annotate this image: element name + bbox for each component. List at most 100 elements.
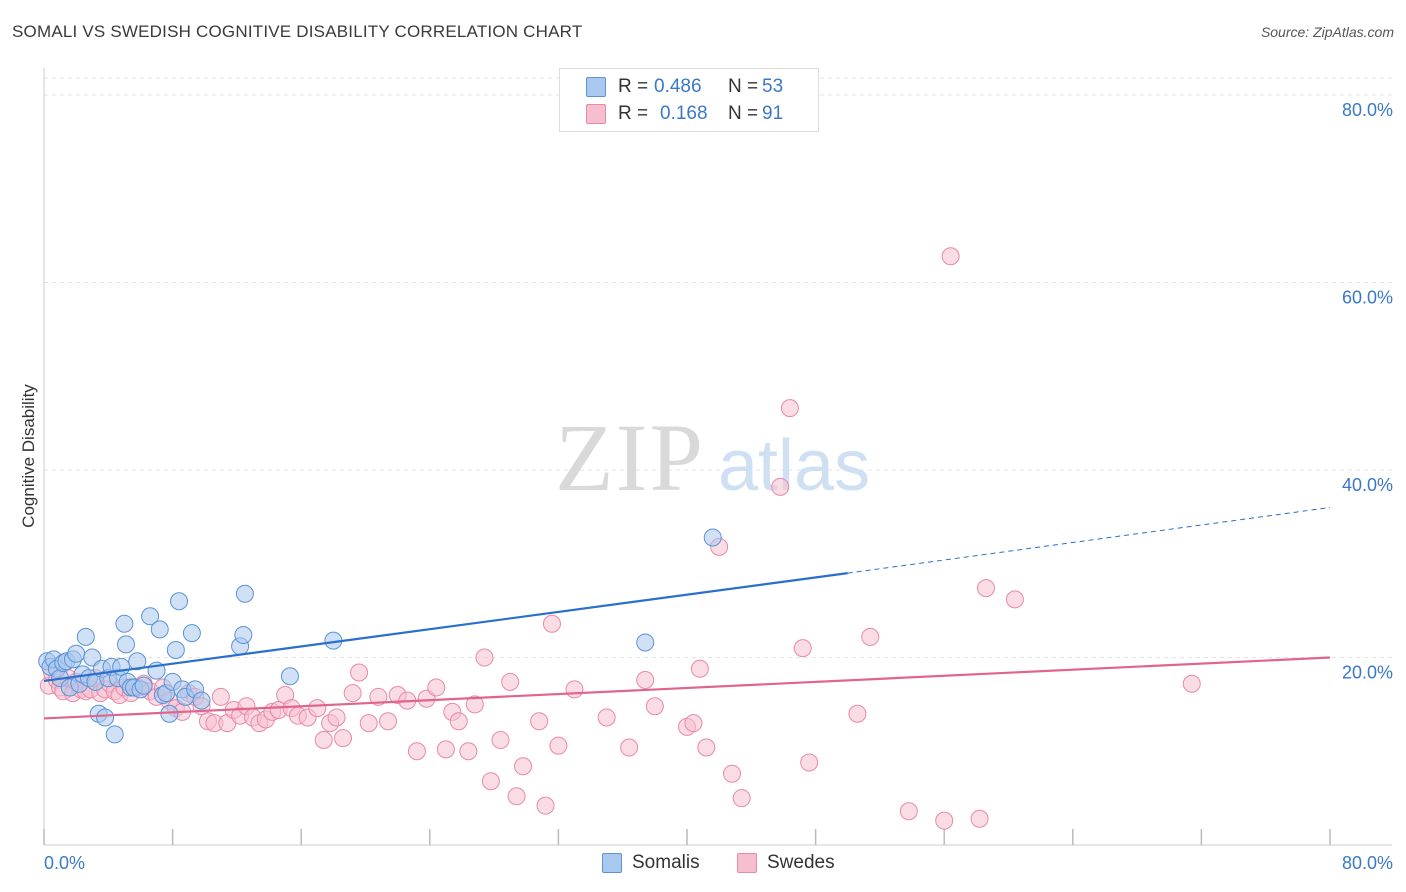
swedes-point: [636, 671, 655, 689]
swedes-point: [481, 772, 500, 791]
somalis-trend-extension: [847, 507, 1331, 574]
swedes-point: [211, 687, 230, 706]
somalis-point: [150, 620, 169, 639]
somalis-point: [141, 607, 160, 626]
swedes-point: [475, 648, 494, 667]
swedes-point: [379, 712, 398, 731]
somalis-point: [134, 676, 153, 695]
somalis-point: [76, 627, 95, 646]
swedes-label: Swedes: [767, 852, 835, 873]
n-label: N =: [728, 103, 759, 124]
y-axis-label: Cognitive Disability: [19, 384, 38, 528]
swedes-point: [970, 809, 989, 828]
swedes-point: [369, 687, 388, 706]
somalis-point: [703, 528, 722, 547]
source-credit: Source: ZipAtlas.com: [1260, 24, 1394, 40]
watermark-atlas: atlas: [718, 426, 870, 506]
somalis-point: [170, 592, 189, 611]
watermark-zip: ZIP: [555, 404, 705, 511]
somalis-point: [128, 652, 147, 671]
swedes-point: [1182, 674, 1201, 693]
somalis-trend-line: [43, 572, 848, 683]
n-value: 53: [762, 76, 784, 97]
swedes-point: [343, 684, 362, 703]
swedes-points: [39, 247, 1201, 830]
swedes-point: [407, 742, 426, 761]
swedes-point: [359, 714, 378, 733]
somalis-point: [166, 641, 185, 659]
swedes-point: [684, 714, 703, 733]
y-tick-label: 80.0%: [1342, 100, 1393, 120]
swedes-point: [941, 247, 960, 266]
swedes-point: [565, 680, 584, 699]
x-tick-label: 0.0%: [44, 853, 85, 873]
swedes-point: [771, 477, 790, 496]
swedes-point: [976, 579, 995, 598]
swedes-point: [542, 614, 561, 633]
n-label: N =: [728, 76, 759, 97]
swedes-point: [620, 738, 639, 757]
swedes-point: [780, 399, 799, 418]
x-tick-label: 80.0%: [1342, 853, 1393, 873]
somalis-point: [67, 644, 86, 663]
swedes-point: [465, 695, 484, 714]
r-value: 0.486: [654, 76, 702, 97]
swedes-point: [645, 697, 664, 716]
somalis-point: [235, 584, 254, 603]
swedes-point: [514, 757, 533, 776]
swedes-point: [308, 699, 327, 718]
swedes-point: [333, 729, 352, 748]
swedes-swatch: [586, 104, 606, 124]
swedes-trend-line: [43, 656, 1331, 720]
swedes-point: [449, 712, 468, 731]
somalis-point: [280, 667, 299, 686]
somalis-point: [234, 626, 253, 644]
swedes-point: [501, 672, 520, 691]
somalis-point: [116, 635, 135, 654]
swedes-point: [723, 764, 742, 783]
swedes-point: [436, 740, 455, 759]
trend-lines: [43, 507, 1331, 720]
somalis-swatch: [602, 853, 622, 873]
swedes-point: [697, 738, 716, 757]
somalis-point: [96, 708, 115, 727]
somalis-point: [112, 657, 131, 676]
bottom-legend-somalis: Somalis: [602, 852, 700, 874]
swedes-swatch: [737, 853, 757, 873]
y-tick-label: 20.0%: [1342, 663, 1393, 683]
somalis-point: [182, 624, 201, 643]
swedes-point: [536, 796, 555, 815]
r-value: 0.168: [660, 103, 708, 124]
swedes-point: [530, 712, 549, 731]
swedes-point: [800, 753, 819, 772]
swedes-point: [1005, 590, 1024, 609]
swedes-point: [861, 627, 880, 646]
somalis-label: Somalis: [632, 852, 700, 873]
r-label: R =: [618, 76, 649, 97]
somalis-point: [115, 614, 134, 633]
swedes-point: [549, 736, 568, 755]
swedes-point: [491, 731, 510, 749]
swedes-point: [899, 802, 918, 821]
swedes-point: [597, 708, 616, 727]
swedes-point: [507, 787, 526, 806]
grid-lines: [44, 77, 1392, 658]
y-tick-label: 60.0%: [1342, 288, 1393, 308]
swedes-point: [793, 639, 812, 658]
swedes-point: [935, 811, 954, 830]
somalis-point: [636, 633, 655, 652]
swedes-point: [848, 704, 867, 723]
legend-row-somalis: R = 0.486 N = 53: [586, 75, 783, 99]
y-tick-label: 40.0%: [1342, 475, 1393, 495]
swedes-point: [327, 708, 346, 727]
r-label: R =: [618, 103, 649, 124]
bottom-legend-swedes: Swedes: [737, 852, 835, 874]
tick-labels: 20.0% 40.0% 60.0% 80.0% 0.0% 80.0%: [44, 100, 1393, 873]
swedes-point: [690, 659, 709, 678]
swedes-point: [350, 663, 369, 682]
watermark: ZIP atlas: [555, 404, 870, 511]
swedes-point: [427, 678, 446, 697]
correlation-legend: R = 0.486 N = 53 R = 0.168 N = 91: [559, 68, 819, 132]
legend-row-swedes: R = 0.168 N = 91: [586, 102, 783, 126]
